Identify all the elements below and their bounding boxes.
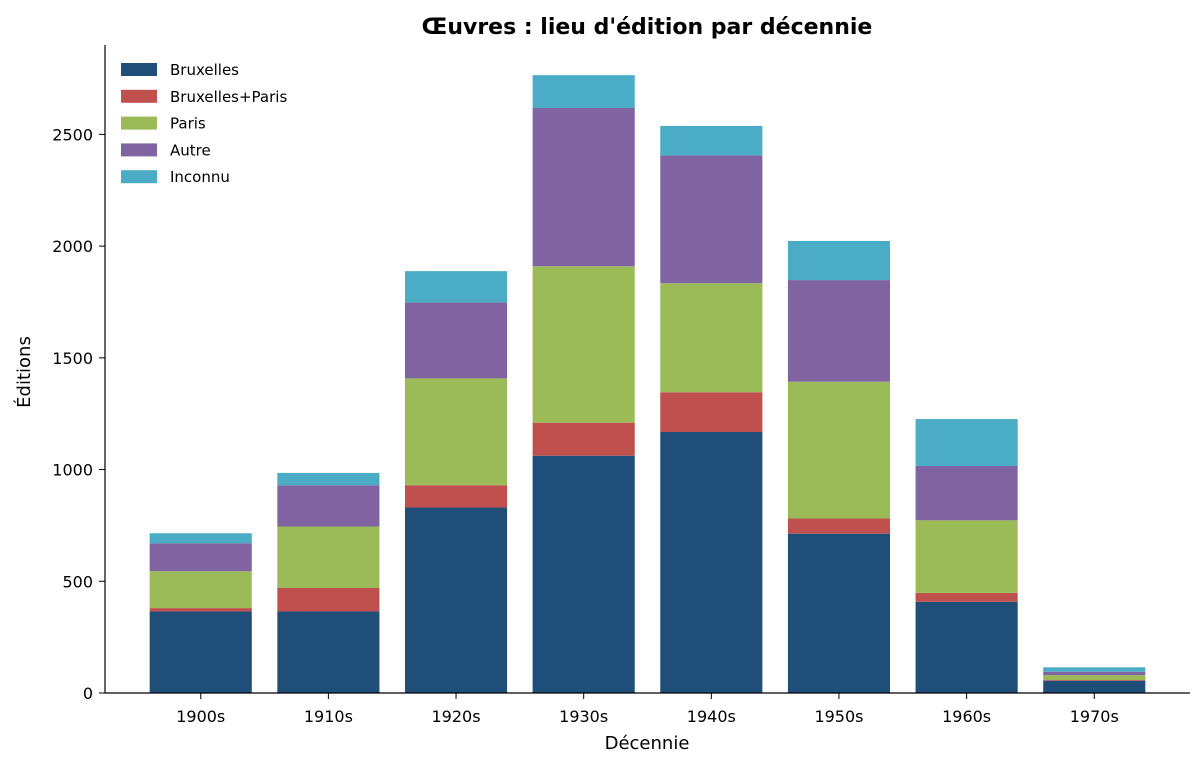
- x-tick-label: 1950s: [814, 707, 863, 726]
- bar-1950s-paris: [787, 381, 891, 519]
- x-tick-label: 1960s: [942, 707, 991, 726]
- bar-1920s-autre: [404, 302, 508, 379]
- bar-1930s-inconnu: [532, 75, 635, 109]
- legend: Bruxelles Bruxelles+Paris Paris Autre Inconn…: [121, 61, 287, 186]
- legend-swatch: [121, 143, 157, 157]
- bar-1900s-paris: [149, 571, 252, 609]
- bar-1920s-paris: [404, 378, 508, 486]
- legend-swatch: [121, 170, 157, 184]
- chart-title: Œuvres : lieu d'édition par décennie: [422, 15, 873, 40]
- legend-swatch: [121, 89, 157, 103]
- axes-group: 0 500 1000 1500 2000 2500 1900s 1910s 1920s 1930s…: [52, 45, 1190, 726]
- bar-1960s-inconnu: [915, 419, 1018, 466]
- x-tick-label: 1900s: [176, 707, 225, 726]
- x-tick-label: 1920s: [431, 707, 480, 726]
- bar-1940s-bruxelles-paris: [660, 392, 763, 433]
- bar-1930s-bruxelles: [532, 455, 635, 693]
- bar-1900s-bruxelles: [149, 611, 252, 693]
- x-tick-label: 1940s: [687, 707, 736, 726]
- bar-1970s-paris: [1043, 675, 1146, 681]
- y-axis-label: Éditions: [13, 336, 35, 408]
- bar-1950s-inconnu: [787, 240, 891, 281]
- bar-1970s-bruxelles: [1043, 680, 1146, 693]
- legend-swatch: [121, 63, 157, 76]
- legend-label: Autre: [170, 141, 211, 159]
- legend-label: Bruxelles: [170, 61, 239, 79]
- bar-1970s-inconnu: [1043, 667, 1146, 672]
- bar-1940s-paris: [660, 283, 763, 393]
- bar-1930s-bruxelles-paris: [532, 422, 635, 456]
- bar-1900s-inconnu: [149, 533, 252, 544]
- bar-1960s-bruxelles-paris: [915, 592, 1018, 602]
- y-tick-label: 2000: [52, 237, 93, 256]
- bar-1950s-bruxelles-paris: [787, 518, 891, 534]
- bar-1970s-autre: [1043, 671, 1146, 676]
- bar-1960s-bruxelles: [915, 601, 1018, 693]
- x-tick-label: 1970s: [1070, 707, 1119, 726]
- bar-1950s-bruxelles: [787, 533, 891, 693]
- bar-1920s-bruxelles: [404, 507, 508, 693]
- bar-1910s-autre: [277, 485, 380, 527]
- bar-1960s-paris: [915, 520, 1018, 593]
- bar-1900s-autre: [149, 543, 252, 572]
- y-tick-label: 500: [62, 572, 93, 591]
- bar-1940s-inconnu: [660, 125, 763, 156]
- y-tick-label: 1500: [52, 349, 93, 368]
- y-tick-label: 1000: [52, 461, 93, 480]
- bar-1950s-autre: [787, 280, 891, 382]
- bar-1940s-autre: [660, 155, 763, 284]
- bar-1920s-bruxelles-paris: [404, 485, 508, 508]
- legend-label: Paris: [170, 115, 206, 133]
- legend-label: Bruxelles+Paris: [170, 88, 287, 106]
- legend-swatch: [121, 116, 157, 130]
- bar-1900s-bruxelles-paris: [149, 608, 252, 612]
- bar-1920s-inconnu: [404, 271, 508, 303]
- bar-1930s-autre: [532, 108, 635, 267]
- bar-1930s-paris: [532, 266, 635, 423]
- bar-1910s-paris: [277, 526, 380, 588]
- x-axis-label: Décennie: [605, 733, 690, 754]
- y-tick-label: 0: [83, 684, 93, 703]
- x-tick-label: 1910s: [304, 707, 353, 726]
- bar-1960s-autre: [915, 465, 1018, 521]
- bar-1910s-bruxelles: [277, 611, 380, 693]
- bar-1910s-inconnu: [277, 472, 380, 486]
- x-tick-label: 1930s: [559, 707, 608, 726]
- bar-1970s-bruxelles-paris: [1043, 680, 1146, 681]
- legend-label: Inconnu: [170, 168, 230, 186]
- y-tick-label: 2500: [52, 125, 93, 144]
- bar-1940s-bruxelles: [660, 432, 763, 693]
- bar-1910s-bruxelles-paris: [277, 587, 380, 612]
- bars-group: [149, 75, 1146, 693]
